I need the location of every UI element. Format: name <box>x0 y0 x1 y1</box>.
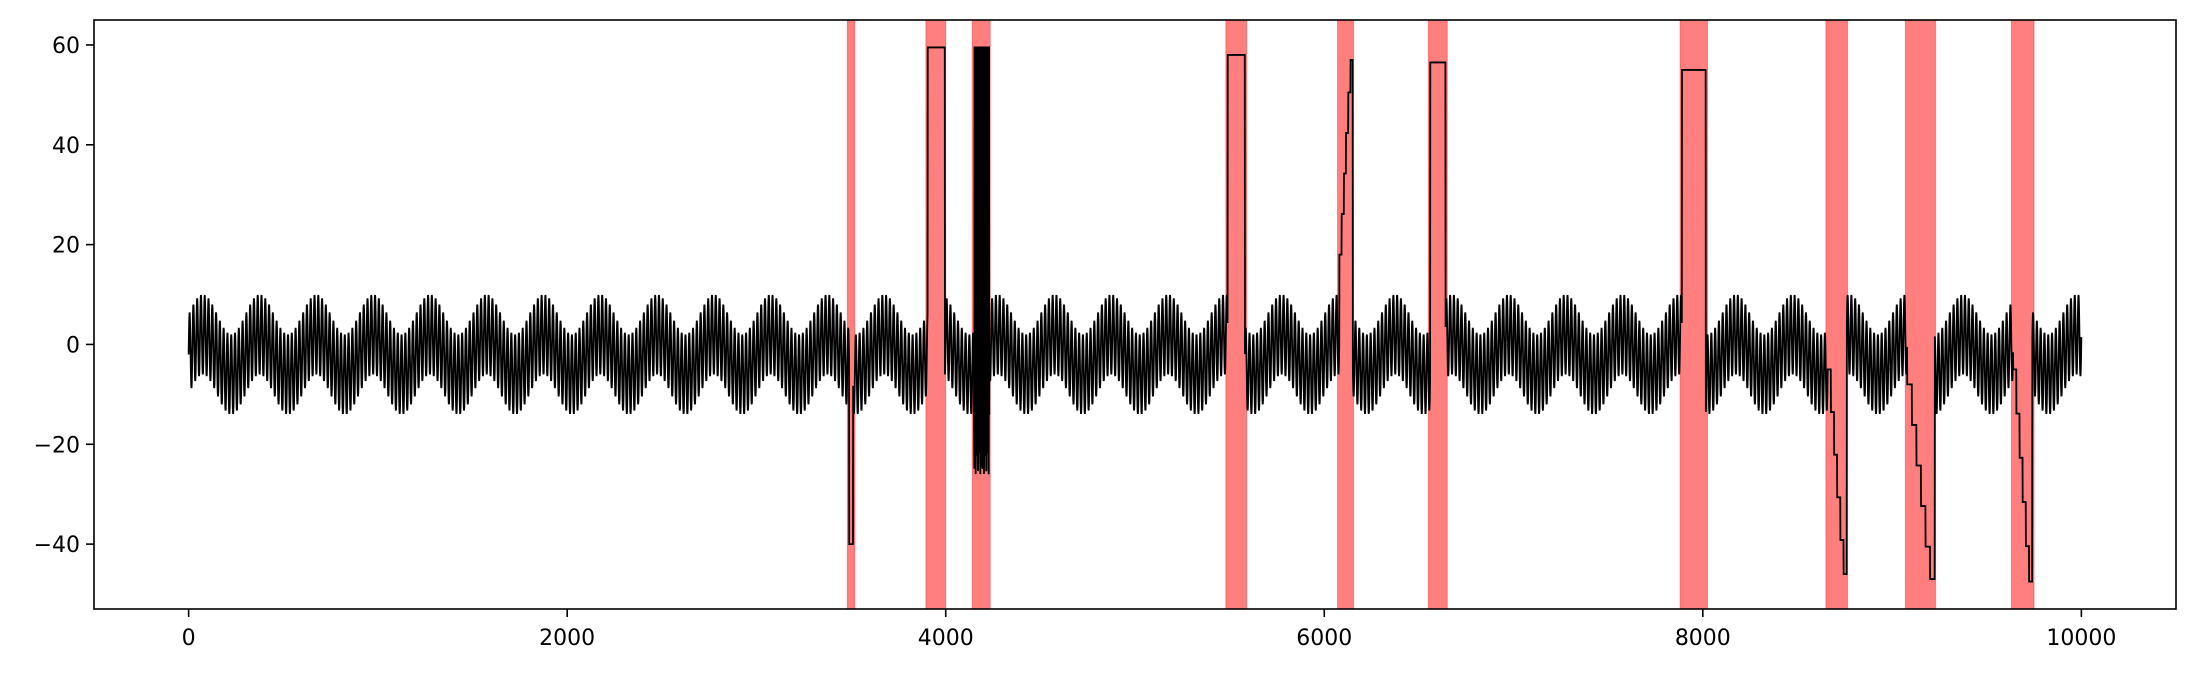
anomaly-highlight-4 <box>1225 19 1248 610</box>
anomaly-highlight-2 <box>925 19 947 610</box>
x-tick-label: 0 <box>182 626 196 651</box>
x-tick-label: 2000 <box>539 626 595 651</box>
anomaly-highlight-7 <box>1679 19 1709 610</box>
y-tick-label: 20 <box>52 234 80 259</box>
y-tick-label: 40 <box>52 134 80 159</box>
anomaly-highlight-10 <box>2010 19 2035 610</box>
y-axis-ticks: −40 −20 0 20 40 60 <box>34 34 94 558</box>
y-tick-label: 60 <box>52 34 80 59</box>
y-tick-label: −20 <box>34 433 80 458</box>
y-tick-label: −40 <box>34 533 80 558</box>
plot-frame <box>93 19 2177 610</box>
series-line-1 <box>187 46 2083 583</box>
x-tick-label: 6000 <box>1296 626 1352 651</box>
x-tick-label: 8000 <box>1675 626 1731 651</box>
anomaly-highlight-6 <box>1427 19 1448 610</box>
series-group <box>187 46 2083 583</box>
anomaly-highlight-9 <box>1904 19 1937 610</box>
x-tick-label: 4000 <box>918 626 974 651</box>
anomaly-highlight-8 <box>1825 19 1849 610</box>
x-tick-label: 10000 <box>2046 626 2116 651</box>
x-axis-ticks: 0 2000 4000 6000 8000 10000 <box>182 609 2116 651</box>
y-tick-label: 0 <box>66 333 80 358</box>
